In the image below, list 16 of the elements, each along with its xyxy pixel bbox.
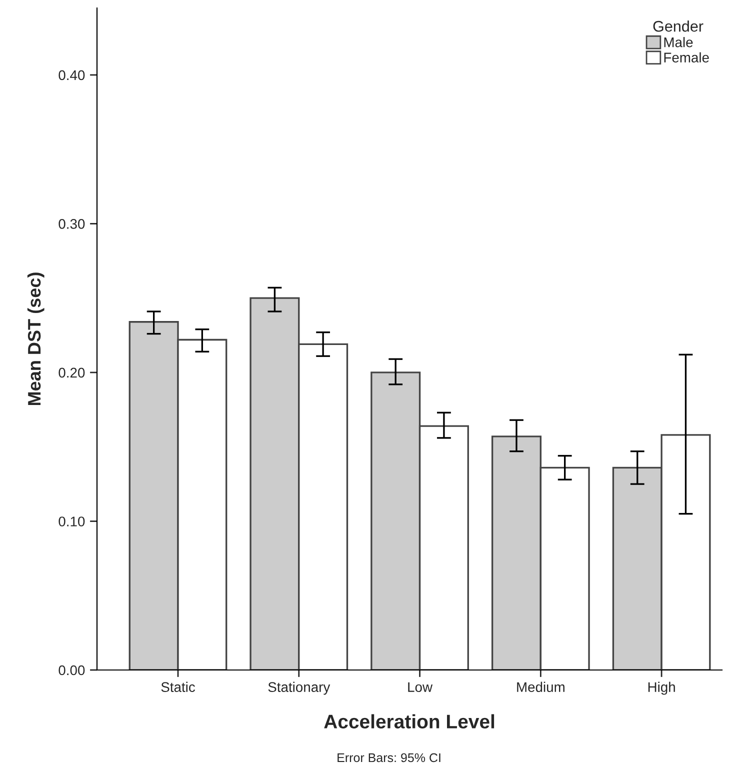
x-axis-title: Acceleration Level bbox=[324, 714, 494, 728]
text: Error Bars: 95% CI bbox=[338, 753, 440, 762]
y-tick-label: 0.10 bbox=[58, 516, 85, 526]
x-tick-label: Medium bbox=[517, 682, 564, 692]
x-tick-label: Low bbox=[408, 682, 433, 692]
y-tick-label: 0.00 bbox=[58, 665, 85, 676]
y-tick-label: 0.40 bbox=[58, 70, 85, 80]
x-tick-label: High bbox=[648, 682, 675, 695]
x-tick-label: Stationary bbox=[268, 682, 330, 695]
y-axis-title: Mean DST (sec) bbox=[27, 272, 44, 406]
legend-label: Female bbox=[664, 52, 709, 62]
y-tick-label: 0.20 bbox=[58, 368, 85, 378]
y-tick-label: 0.30 bbox=[58, 219, 85, 229]
x-tick-label: Static bbox=[161, 682, 195, 692]
legend-title: Gender bbox=[653, 20, 704, 32]
legend-label: Male bbox=[664, 37, 693, 48]
